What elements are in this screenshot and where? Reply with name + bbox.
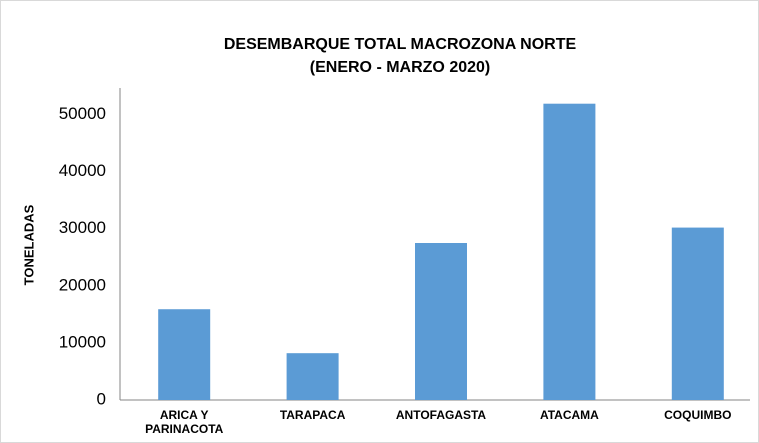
y-tick-label: 0 bbox=[97, 389, 106, 408]
y-tick-label: 20000 bbox=[59, 275, 106, 294]
chart-subtitle: (ENERO - MARZO 2020) bbox=[310, 59, 490, 76]
bar bbox=[415, 243, 467, 400]
bar bbox=[543, 103, 596, 400]
bar bbox=[158, 309, 211, 400]
y-tick-label: 50000 bbox=[59, 104, 106, 123]
y-axis-label: TONELADAS bbox=[21, 204, 36, 285]
x-tick-label: ATACAMA bbox=[539, 408, 599, 422]
x-tick-label: TARAPACA bbox=[279, 408, 346, 422]
y-tick-label: 30000 bbox=[59, 218, 106, 237]
bar bbox=[671, 227, 724, 400]
x-tick-label: ANTOFAGASTA bbox=[395, 408, 487, 422]
y-tick-label: 40000 bbox=[59, 161, 106, 180]
x-tick-label: ARICA Y PARINACOTA bbox=[145, 408, 224, 436]
y-tick-label: 10000 bbox=[59, 332, 106, 351]
chart-title: DESEMBARQUE TOTAL MACROZONA NORTE bbox=[224, 36, 577, 53]
x-tick-label: COQUIMBO bbox=[664, 408, 732, 422]
bar bbox=[286, 353, 339, 400]
